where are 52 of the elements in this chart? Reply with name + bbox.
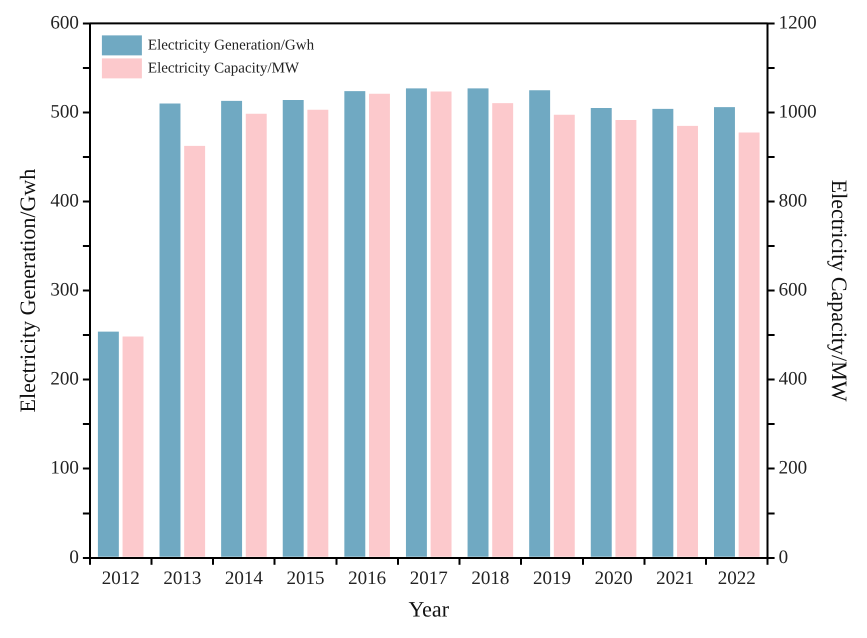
bar	[184, 146, 206, 557]
x-tick-label: 2012	[102, 568, 140, 590]
y2-tick-label: 800	[778, 190, 808, 212]
y-tick-label: 0	[69, 546, 79, 568]
y-axis-title: Electricity Generation/Gwh	[14, 168, 40, 412]
bar	[122, 336, 144, 557]
y-tick-label: 300	[50, 280, 79, 301]
x-axis-title: Year	[408, 596, 450, 622]
bar	[590, 108, 612, 557]
bar	[221, 100, 242, 557]
y2-axis-title: Electricity Capacity/MW	[827, 180, 852, 402]
y2-tick-label: 1200	[778, 12, 817, 34]
legend-label: Electricity Generation/Gwh	[148, 37, 315, 54]
bar	[492, 103, 514, 557]
x-tick-label: 2014	[224, 568, 264, 590]
bar	[282, 100, 304, 557]
bar	[307, 110, 328, 557]
bar	[615, 120, 636, 557]
bar	[98, 332, 119, 557]
y-tick-label: 600	[50, 12, 79, 34]
x-tick-label: 2017	[410, 568, 448, 590]
bar	[652, 108, 674, 557]
x-tick-label: 2018	[471, 568, 510, 590]
y2-tick-label: 400	[778, 368, 808, 390]
bar	[738, 132, 760, 557]
x-tick-label: 2016	[348, 568, 386, 590]
y-tick-label: 500	[50, 101, 79, 122]
x-tick-label: 2015	[286, 568, 325, 590]
bar	[246, 114, 267, 557]
bar	[368, 94, 390, 557]
x-tick-label: 2013	[163, 568, 202, 590]
bar	[344, 91, 366, 557]
x-tick-label: 2021	[656, 568, 694, 590]
y2-tick-label: 0	[778, 546, 788, 568]
bar	[529, 90, 550, 557]
x-tick-label: 2019	[532, 568, 571, 590]
bar	[677, 126, 698, 557]
x-tick-label: 2020	[594, 568, 633, 590]
bar	[554, 114, 575, 557]
bar	[406, 88, 427, 557]
x-tick-label: 2022	[718, 568, 756, 590]
y-tick-label: 200	[50, 368, 79, 390]
y2-tick-label: 200	[778, 458, 808, 479]
y-tick-label: 400	[50, 190, 79, 212]
bar	[160, 104, 180, 557]
y-tick-label: 100	[50, 458, 79, 479]
bar	[468, 88, 489, 557]
y2-tick-label: 1000	[778, 101, 817, 122]
y2-tick-label: 600	[778, 280, 808, 301]
bar	[714, 107, 735, 557]
legend-label: Electricity Capacity/MW	[148, 60, 300, 76]
bar	[430, 92, 452, 557]
